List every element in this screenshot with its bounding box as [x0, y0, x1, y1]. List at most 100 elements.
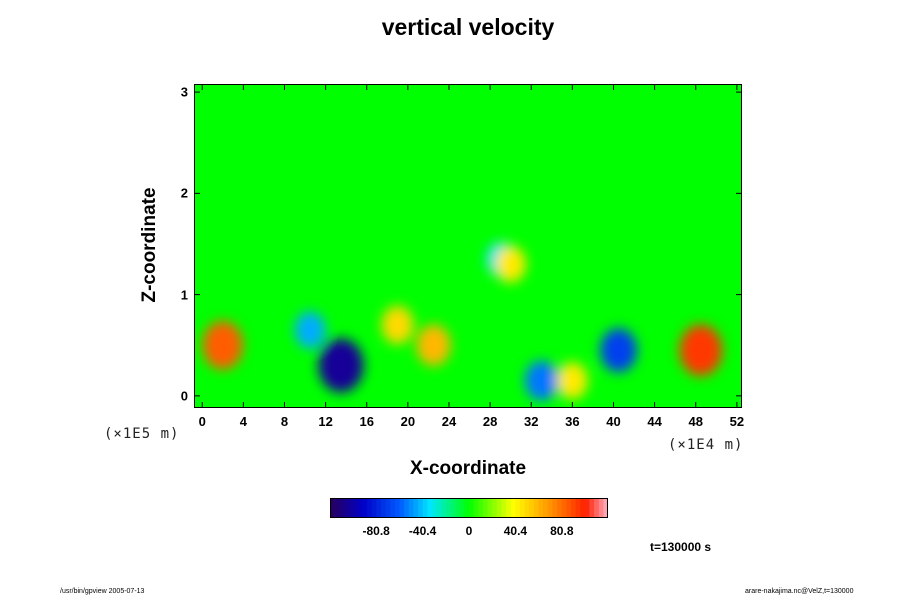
- colorbar-segment: [390, 498, 396, 518]
- colorbar-tick-label: 80.8: [550, 524, 574, 538]
- colorbar-segment: [330, 498, 336, 518]
- colorbar-segment: [343, 498, 350, 518]
- colorbar-segment: [557, 498, 563, 518]
- colorbar-segment: [515, 498, 521, 518]
- colorbar-segment: [408, 498, 414, 518]
- colorbar-segment: [464, 498, 470, 518]
- colorbar-segment: [427, 498, 433, 518]
- colorbar-segment: [570, 498, 577, 518]
- x-tick-label: 4: [239, 414, 247, 429]
- colorbar-segment: [431, 498, 438, 518]
- colorbar-segment: [455, 498, 461, 518]
- x-axis-unit: (×1E4 m): [668, 437, 744, 453]
- colorbar-segment: [575, 498, 581, 518]
- colorbar-segment: [482, 498, 489, 518]
- heatmap-plot: [194, 84, 742, 408]
- colorbar-segment: [353, 498, 359, 518]
- y-axis-label: Z-coordinate: [139, 187, 160, 303]
- x-tick-label: 40: [606, 414, 621, 429]
- colorbar-segment: [594, 498, 600, 518]
- heatmap-cell-6: [679, 324, 723, 376]
- colorbar-tick-label: -40.4: [408, 524, 437, 538]
- x-tick-label: 16: [359, 414, 374, 429]
- colorbar-segment: [524, 498, 530, 518]
- colorbar-segment: [566, 498, 572, 518]
- colorbar-segment: [413, 498, 419, 518]
- x-tick-label: 24: [441, 414, 457, 429]
- colorbar-segment: [506, 498, 512, 518]
- x-tick-label: 20: [400, 414, 416, 429]
- colorbar-segment: [492, 498, 498, 518]
- heatmap-cell-5: [202, 320, 243, 370]
- colorbar-segment: [404, 498, 410, 518]
- colorbar: [330, 498, 608, 518]
- colorbar-segment: [367, 498, 373, 518]
- colorbar-segment: [459, 498, 465, 518]
- colorbar-segment: [561, 498, 567, 518]
- heatmap-cell-2: [294, 311, 326, 349]
- colorbar-segment: [478, 498, 484, 518]
- x-tick-label: 8: [280, 414, 289, 429]
- colorbar-segment: [422, 498, 428, 518]
- colorbar-segment: [469, 498, 475, 518]
- colorbar-segment: [538, 498, 544, 518]
- colorbar-segment: [441, 498, 447, 518]
- colorbar-segment: [357, 498, 363, 518]
- colorbar-segment: [529, 498, 535, 518]
- colorbar-segment: [399, 498, 405, 518]
- colorbar-segment: [501, 498, 507, 518]
- x-tick-label: 12: [318, 414, 333, 429]
- colorbar-segment: [371, 498, 377, 518]
- x-tick-label: 48: [688, 414, 703, 429]
- heatmap-cell-0: [318, 338, 364, 393]
- colorbar-segment: [533, 498, 539, 518]
- x-tick-label: 0: [198, 414, 206, 429]
- colorbar-segment: [380, 498, 387, 518]
- colorbar-segment: [519, 498, 526, 518]
- colorbar-segment: [552, 498, 558, 518]
- chart-title: vertical velocity: [381, 14, 555, 40]
- colorbar-frame: [330, 498, 608, 518]
- colorbar-tick-label: 40.4: [503, 524, 528, 538]
- heatmap-cell-10: [381, 305, 414, 345]
- colorbar-segment: [445, 498, 451, 518]
- colorbar-segment: [496, 498, 502, 518]
- heatmap-cell-3: [524, 360, 559, 401]
- colorbar-segment: [394, 498, 400, 518]
- colorbar-segment: [547, 498, 553, 518]
- x-tick-label: 32: [523, 414, 539, 429]
- colorbar-segment: [598, 498, 604, 518]
- colorbar-tick-label: -80.8: [362, 524, 390, 538]
- plot-frame: [194, 84, 742, 408]
- colorbar-segment: [603, 498, 608, 518]
- colorbar-segment: [339, 498, 345, 518]
- x-tick-label: 28: [482, 414, 498, 429]
- colorbar-segment: [348, 498, 354, 518]
- colorbar-segment: [589, 498, 595, 518]
- colorbar-segment: [580, 498, 586, 518]
- x-tick-label: 52: [729, 414, 745, 429]
- heatmap-cell-9: [556, 362, 588, 400]
- colorbar-tick-label: 0: [465, 524, 473, 538]
- y-tick-label: 2: [180, 185, 188, 201]
- heatmap-cell-7: [416, 324, 451, 366]
- colorbar-segment: [510, 498, 516, 518]
- colorbar-segment: [487, 498, 493, 518]
- heatmap-cell-8: [495, 245, 527, 283]
- x-tick-label: 44: [647, 414, 662, 429]
- time-label: t=130000 s: [650, 540, 712, 554]
- colorbar-segment: [543, 498, 549, 518]
- colorbar-segment: [385, 498, 391, 518]
- x-axis-label: X-coordinate: [409, 458, 527, 479]
- colorbar-segment: [436, 498, 442, 518]
- colorbar-segment: [334, 498, 340, 518]
- y-tick-label: 0: [180, 388, 188, 404]
- x-tick-label: 36: [565, 414, 580, 429]
- heatmap-background: [194, 84, 742, 408]
- colorbar-segment: [584, 498, 590, 518]
- y-tick-label: 1: [180, 287, 188, 303]
- colorbar-segment: [473, 498, 479, 518]
- y-axis-unit: (×1E5 m): [104, 426, 180, 442]
- colorbar-segment: [362, 498, 368, 518]
- colorbar-segment: [376, 498, 382, 518]
